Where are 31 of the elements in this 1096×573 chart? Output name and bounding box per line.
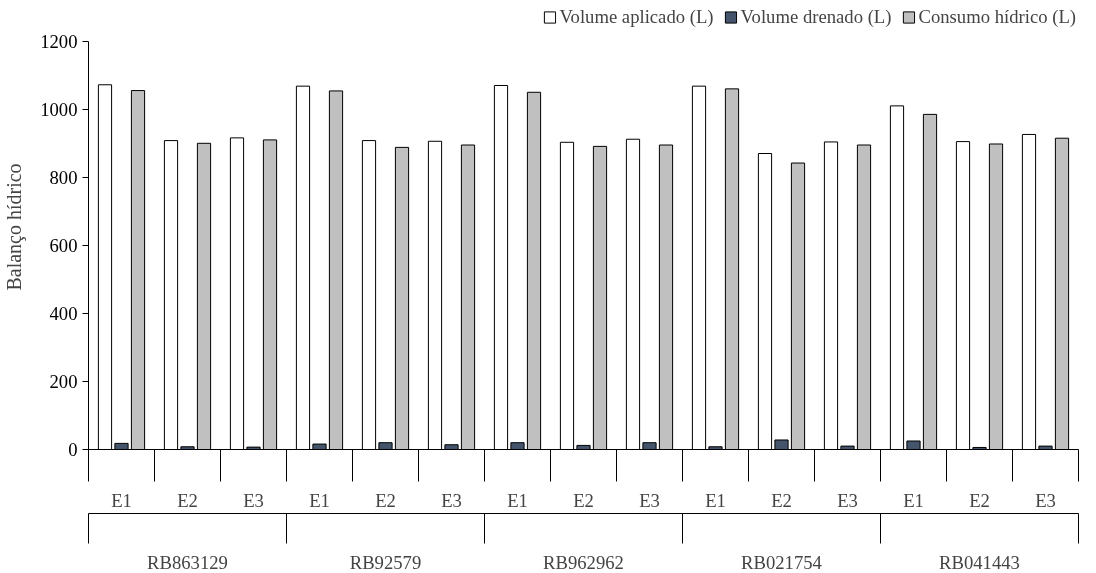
x-tick-label: E3	[837, 489, 858, 511]
legend-label: Volume drenado (L)	[740, 6, 892, 28]
x-tick-label: E3	[243, 489, 264, 511]
x-tick-label: E1	[111, 489, 132, 511]
x-tick-label: E2	[573, 489, 594, 511]
x-tick-label: E2	[969, 489, 990, 511]
x-tick-label: E1	[309, 489, 330, 511]
y-tick-label: 600	[49, 234, 78, 256]
y-tick-label: 1000	[40, 98, 78, 120]
x-tick-label: E3	[1035, 489, 1056, 511]
text: RB863129	[147, 551, 228, 573]
y-tick-label: 800	[49, 166, 78, 188]
x-tick-label: E2	[375, 489, 396, 511]
x-tick-label: E3	[639, 489, 660, 511]
x-tick-label: E1	[903, 489, 924, 511]
y-tick-label: 1200	[40, 30, 78, 52]
y-tick-label: 400	[49, 302, 78, 324]
x-tick-label: E1	[705, 489, 726, 511]
text: RB962962	[543, 551, 624, 573]
y-axis-title: Balanço hídrico	[3, 163, 27, 291]
x-tick-label: E2	[177, 489, 198, 511]
x-tick-label: E3	[441, 489, 462, 511]
legend-label: Volume aplicado (L)	[559, 6, 714, 28]
text: RB041443	[939, 551, 1020, 573]
legend-label: Consumo hídrico (L)	[918, 6, 1076, 28]
y-tick-label: 200	[49, 370, 78, 392]
y-tick-label: 0	[68, 439, 78, 460]
text: RB92579	[349, 551, 422, 573]
text: RB021754	[741, 551, 823, 573]
x-tick-label: E2	[771, 489, 792, 511]
x-tick-label: E1	[507, 489, 528, 511]
